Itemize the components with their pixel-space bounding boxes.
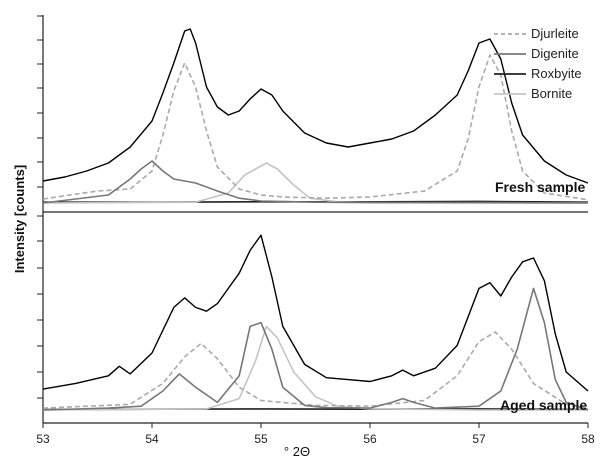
panel-label-aged: Aged sample — [500, 397, 587, 413]
panel-label-fresh: Fresh sample — [495, 179, 585, 195]
x-tick-label-56: 56 — [363, 432, 377, 446]
x-tick-label-57: 57 — [472, 432, 486, 446]
y-axis-label: Intensity [counts] — [12, 165, 27, 273]
x-tick-label-53: 53 — [36, 432, 50, 446]
legend-label-digenite: Digenite — [531, 46, 579, 61]
y-ticks — [37, 15, 43, 399]
x-axis-label: ° 2Θ — [284, 444, 310, 459]
panel-aged — [42, 234, 589, 411]
axes — [42, 15, 588, 424]
series-bornite-aged — [42, 325, 588, 411]
series-measured-aged — [42, 234, 589, 392]
panel-fresh — [42, 28, 589, 204]
legend-label-djurleite: Djurleite — [531, 26, 579, 41]
legend-label-roxbyite: Roxbyite — [531, 66, 582, 81]
series-digenite-fresh — [42, 160, 589, 204]
x-ticks: 53 54 55 56 57 58 — [36, 423, 595, 446]
x-tick-label-55: 55 — [254, 432, 268, 446]
series-djurleite-fresh — [42, 54, 589, 201]
legend: Djurleite Digenite Roxbyite Bornite — [494, 26, 582, 101]
series-digenite-aged — [42, 287, 589, 411]
x-tick-label-58: 58 — [581, 432, 595, 446]
x-tick-label-54: 54 — [145, 432, 159, 446]
series-measured-fresh — [42, 28, 589, 184]
legend-label-bornite: Bornite — [531, 86, 572, 101]
